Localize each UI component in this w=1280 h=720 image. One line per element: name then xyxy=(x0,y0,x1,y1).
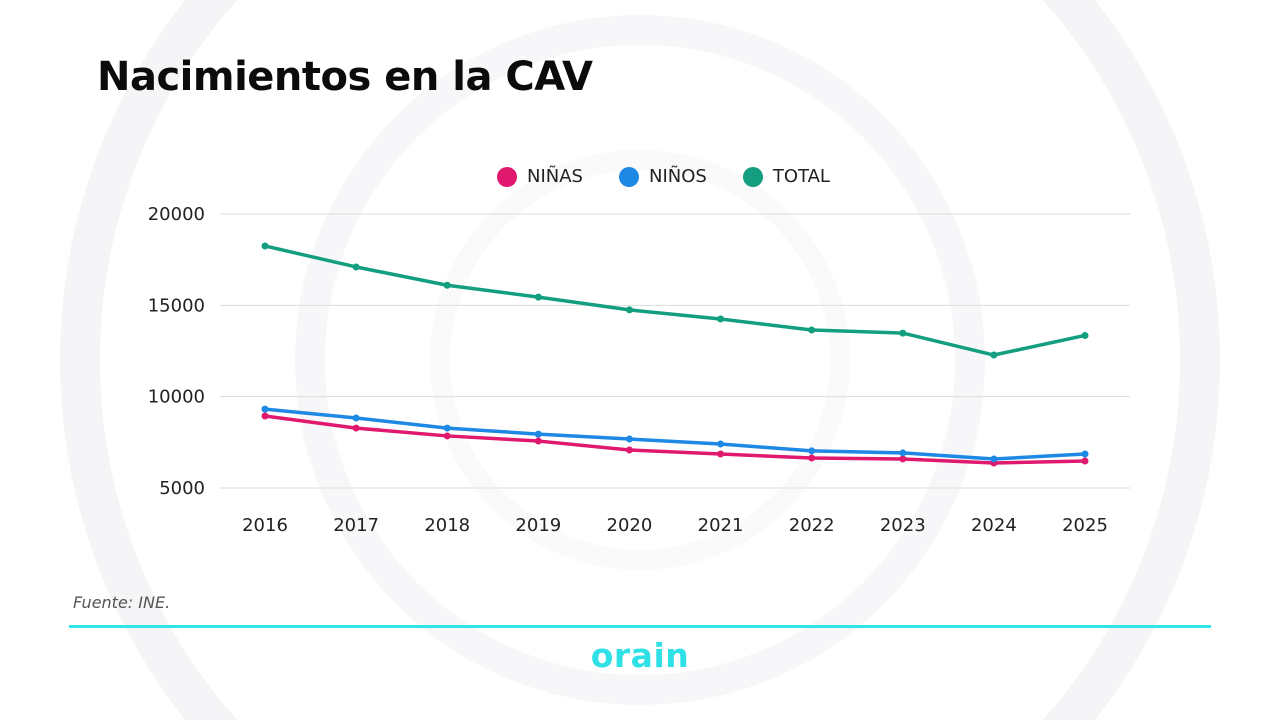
series-line-ninos xyxy=(263,407,1087,461)
data-point-ninos[interactable] xyxy=(808,447,816,455)
data-point-total[interactable] xyxy=(717,315,725,323)
x-tick-label: 2019 xyxy=(515,515,561,536)
source-note: Fuente: INE. xyxy=(73,593,171,612)
data-point-total[interactable] xyxy=(808,326,816,334)
data-point-ninos[interactable] xyxy=(990,455,998,463)
data-point-ninos[interactable] xyxy=(899,449,907,457)
data-point-ninas[interactable] xyxy=(899,455,907,463)
x-tick-label: 2021 xyxy=(698,515,744,536)
legend-item-total[interactable]: TOTAL xyxy=(742,166,830,187)
x-tick-label: 2023 xyxy=(880,515,926,536)
data-point-ninos[interactable] xyxy=(625,435,633,443)
data-point-total[interactable] xyxy=(625,306,633,314)
data-point-ninos[interactable] xyxy=(534,430,542,438)
data-point-ninas[interactable] xyxy=(534,437,542,445)
data-point-ninas[interactable] xyxy=(443,432,451,440)
legend-label-ninos: NIÑOS xyxy=(648,166,707,187)
legend-marker-ninas xyxy=(497,166,517,187)
data-point-ninas[interactable] xyxy=(625,446,633,454)
data-point-ninas[interactable] xyxy=(808,454,816,462)
data-point-ninos[interactable] xyxy=(443,424,451,432)
legend-item-ninas[interactable]: NIÑAS xyxy=(497,166,583,187)
x-tick-label: 2024 xyxy=(971,515,1017,536)
data-point-ninos[interactable] xyxy=(717,440,725,448)
y-tick-label: 5000 xyxy=(159,478,205,499)
data-point-total[interactable] xyxy=(899,329,907,337)
data-point-ninos[interactable] xyxy=(352,414,360,422)
data-point-ninas[interactable] xyxy=(1081,457,1089,465)
chart-legend: NIÑAS NIÑOS TOTAL xyxy=(497,166,830,187)
y-tick-label: 10000 xyxy=(148,387,205,408)
x-tick-label: 2017 xyxy=(333,515,379,536)
data-point-total[interactable] xyxy=(352,263,360,271)
legend-marker-total xyxy=(742,166,763,187)
x-tick-label: 2020 xyxy=(607,515,653,536)
series-line-ninas xyxy=(263,414,1087,465)
data-point-ninas[interactable] xyxy=(261,412,269,420)
y-tick-label: 20000 xyxy=(148,204,205,225)
data-point-total[interactable] xyxy=(990,351,998,359)
data-point-total[interactable] xyxy=(534,293,542,301)
x-tick-label: 2025 xyxy=(1062,515,1108,536)
footer-divider xyxy=(69,625,1211,628)
series-line-total xyxy=(263,244,1087,357)
data-point-total[interactable] xyxy=(443,281,451,289)
data-point-ninos[interactable] xyxy=(261,405,269,413)
legend-label-ninas: NIÑAS xyxy=(527,166,583,187)
data-point-total[interactable] xyxy=(1081,331,1089,339)
legend-label-total: TOTAL xyxy=(772,166,830,187)
x-tick-label: 2018 xyxy=(424,515,470,536)
data-point-ninas[interactable] xyxy=(352,424,360,432)
brand-logo[interactable]: orain xyxy=(590,636,690,675)
data-point-ninos[interactable] xyxy=(1081,450,1089,458)
page-title: Nacimientos en la CAV xyxy=(97,54,593,100)
x-tick-label: 2016 xyxy=(242,515,288,536)
y-tick-label: 15000 xyxy=(148,295,205,316)
legend-marker-ninos xyxy=(618,166,639,187)
x-tick-label: 2022 xyxy=(789,515,835,536)
data-point-ninas[interactable] xyxy=(717,450,725,458)
legend-item-ninos[interactable]: NIÑOS xyxy=(618,166,707,187)
data-point-total[interactable] xyxy=(261,242,269,250)
